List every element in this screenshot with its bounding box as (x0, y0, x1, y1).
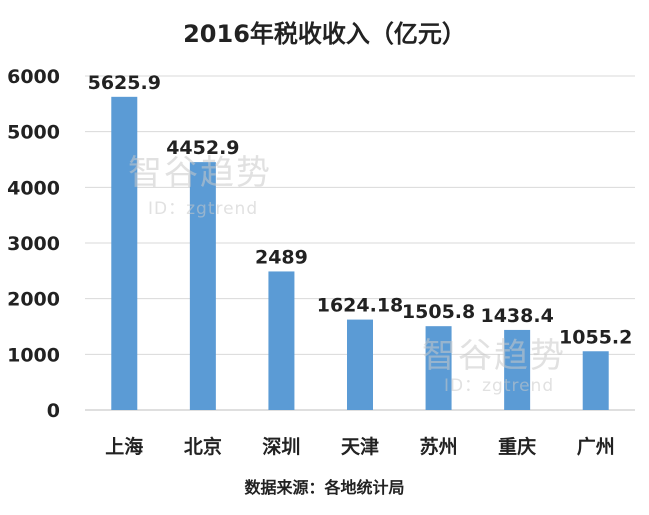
bar (425, 326, 452, 410)
bar (189, 162, 216, 410)
chart-title: 2016年税收收入（亿元） (183, 20, 466, 48)
bar (347, 319, 373, 410)
bar (268, 271, 295, 410)
y-tick-label: 5000 (7, 122, 60, 144)
bar (111, 96, 138, 411)
data-label: 1624.18 (317, 295, 404, 317)
y-tick-label: 3000 (7, 233, 60, 255)
chart-source: 数据来源：各地统计局 (244, 478, 405, 497)
y-tick-label: 4000 (7, 177, 60, 199)
x-tick-label: 天津 (341, 435, 379, 458)
y-tick-label: 6000 (7, 66, 60, 88)
data-label: 5625.9 (88, 72, 161, 94)
x-tick-label: 上海 (105, 435, 143, 458)
y-tick-label: 0 (47, 400, 60, 422)
bar (582, 351, 609, 410)
data-label: 4452.9 (166, 137, 239, 159)
data-label: 1438.4 (480, 305, 553, 327)
y-tick-label: 2000 (7, 289, 60, 311)
y-tick-label: 1000 (7, 344, 60, 366)
x-tick-label: 苏州 (420, 435, 458, 458)
x-tick-label: 深圳 (262, 435, 300, 458)
x-tick-label: 北京 (184, 435, 222, 458)
data-label: 2489 (255, 246, 308, 268)
data-label: 1055.2 (559, 326, 632, 348)
x-tick-label: 广州 (577, 435, 615, 458)
x-tick-label: 重庆 (498, 435, 536, 458)
bar (504, 329, 531, 410)
data-label: 1505.8 (402, 301, 475, 323)
